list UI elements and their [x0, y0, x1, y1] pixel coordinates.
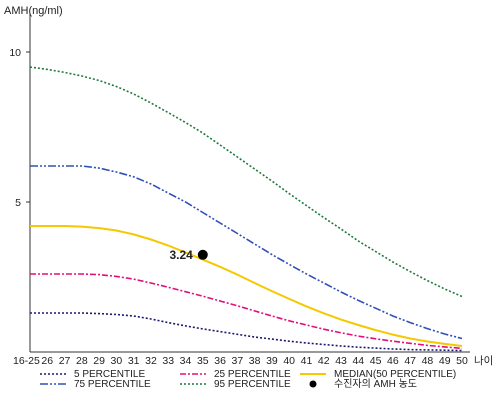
x-tick-label: 44 [352, 355, 364, 367]
series-line [30, 273, 463, 350]
x-tick-label: 41 [301, 355, 313, 367]
x-tick-label: 37 [232, 355, 244, 367]
y-axis-label: AMH(ng/ml) [4, 5, 63, 17]
patient-amh-point [197, 249, 208, 260]
x-tick-label: 49 [439, 355, 451, 367]
series-line [30, 165, 463, 340]
series-line [30, 312, 463, 352]
x-tick-label: 27 [59, 355, 71, 367]
legend-label: 5 PERCENTILE [74, 369, 145, 380]
x-tick-label: 36 [214, 355, 226, 367]
x-tick-label: 48 [422, 355, 434, 367]
x-tick-label: 29 [93, 355, 105, 367]
x-tick-label: 47 [404, 355, 416, 367]
legend-label: 수진자의 AMH 농도 [334, 378, 417, 390]
y-tick-label: 5 [15, 197, 21, 209]
x-tick-label: 35 [197, 355, 209, 367]
legend-point-marker [309, 380, 317, 388]
x-tick-label: 33 [162, 355, 174, 367]
patient-amh-value-label: 3.24 [169, 248, 193, 262]
series-line [30, 225, 463, 347]
x-tick-label: 34 [180, 355, 192, 367]
x-tick-label: 40 [283, 355, 295, 367]
x-tick-label: 39 [266, 355, 278, 367]
x-tick-label: 31 [128, 355, 140, 367]
x-axis-label: 나이 [474, 355, 493, 367]
series-line [29, 66, 463, 298]
x-tick-label: 46 [387, 355, 399, 367]
legend-label: 25 PERCENTILE [214, 369, 291, 380]
y-tick-label: 10 [9, 47, 21, 59]
legend-label: 75 PERCENTILE [74, 379, 151, 390]
x-tick-label: 28 [76, 355, 88, 367]
x-tick-label: 45 [370, 355, 382, 367]
x-tick-label: 42 [318, 355, 330, 367]
x-tick-label: 32 [145, 355, 157, 367]
x-tick-label: 43 [335, 355, 347, 367]
x-tick-label: 16-25 [13, 355, 40, 367]
x-tick-label: 26 [41, 355, 53, 367]
x-tick-label: 30 [111, 355, 123, 367]
x-tick-label: 50 [456, 355, 468, 367]
legend-label: MEDIAN(50 PERCENTILE) [334, 369, 456, 380]
legend-label: 95 PERCENTILE [214, 379, 291, 390]
x-tick-label: 38 [249, 355, 261, 367]
legend: 5 PERCENTILE 25 PERCENTILE MEDIAN(50 PERCE… [40, 369, 456, 390]
